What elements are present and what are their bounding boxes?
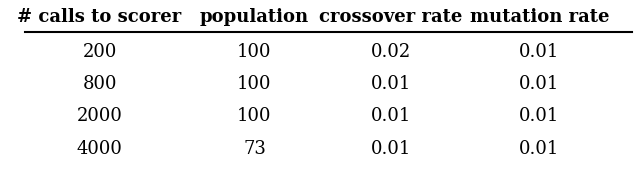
Text: 100: 100 bbox=[237, 43, 272, 61]
Text: 100: 100 bbox=[237, 75, 272, 93]
Text: # calls to scorer: # calls to scorer bbox=[17, 8, 182, 26]
Text: 73: 73 bbox=[243, 140, 266, 158]
Text: 2000: 2000 bbox=[77, 108, 122, 125]
Text: 200: 200 bbox=[83, 43, 116, 61]
Text: 0.01: 0.01 bbox=[371, 108, 411, 125]
Text: 100: 100 bbox=[237, 108, 272, 125]
Text: 0.02: 0.02 bbox=[371, 43, 411, 61]
Text: population: population bbox=[200, 8, 309, 26]
Text: 0.01: 0.01 bbox=[519, 75, 559, 93]
Text: 0.01: 0.01 bbox=[371, 75, 411, 93]
Text: 0.01: 0.01 bbox=[371, 140, 411, 158]
Text: 800: 800 bbox=[83, 75, 117, 93]
Text: mutation rate: mutation rate bbox=[470, 8, 609, 26]
Text: crossover rate: crossover rate bbox=[319, 8, 463, 26]
Text: 4000: 4000 bbox=[77, 140, 122, 158]
Text: 0.01: 0.01 bbox=[519, 43, 559, 61]
Text: 0.01: 0.01 bbox=[519, 108, 559, 125]
Text: 0.01: 0.01 bbox=[519, 140, 559, 158]
